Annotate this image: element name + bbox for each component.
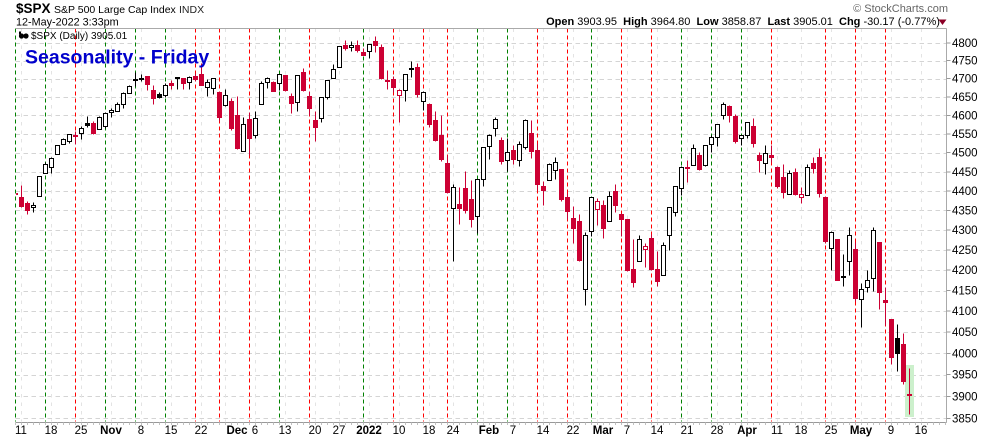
svg-text:12-May-2022 3:33pm: 12-May-2022 3:33pm <box>16 17 119 29</box>
svg-text:4150: 4150 <box>952 286 978 298</box>
svg-text:10: 10 <box>393 425 406 437</box>
svg-text:© StockCharts.com: © StockCharts.com <box>853 3 948 15</box>
svg-text:4200: 4200 <box>952 265 978 277</box>
svg-text:May: May <box>850 425 873 437</box>
svg-text:Feb: Feb <box>479 425 499 437</box>
svg-text:Nov: Nov <box>100 425 122 437</box>
svg-text:14: 14 <box>651 425 664 437</box>
svg-text:4800: 4800 <box>952 38 978 50</box>
svg-text:4750: 4750 <box>952 56 978 68</box>
svg-text:22: 22 <box>195 425 208 437</box>
svg-text:$SPX (Daily) 3905.01: $SPX (Daily) 3905.01 <box>31 31 128 42</box>
svg-text:11: 11 <box>771 425 783 437</box>
svg-text:4550: 4550 <box>952 129 978 141</box>
svg-text:Seasonality - Friday: Seasonality - Friday <box>25 47 209 69</box>
svg-text:14: 14 <box>537 425 550 437</box>
svg-text:3900: 3900 <box>952 391 978 403</box>
svg-text:Apr: Apr <box>737 425 757 437</box>
svg-text:INDX: INDX <box>179 4 204 16</box>
svg-text:7: 7 <box>510 425 516 437</box>
svg-text:9: 9 <box>888 425 894 437</box>
svg-text:4100: 4100 <box>952 306 978 318</box>
svg-text:$SPX: $SPX <box>16 1 51 16</box>
svg-text:11: 11 <box>15 425 27 437</box>
svg-text:18: 18 <box>45 425 58 437</box>
svg-text:4000: 4000 <box>952 348 978 360</box>
svg-text:18: 18 <box>423 425 436 437</box>
svg-text:4650: 4650 <box>952 92 978 104</box>
svg-text:Open 3903.95 High 3964.80 Lo: Open 3903.95 High 3964.80 Low 3858.87 La… <box>546 16 946 28</box>
svg-text:7: 7 <box>624 425 630 437</box>
svg-text:4400: 4400 <box>952 186 978 198</box>
svg-text:4050: 4050 <box>952 327 978 339</box>
svg-text:6: 6 <box>252 425 258 437</box>
svg-text:S&P 500 Large Cap Index: S&P 500 Large Cap Index <box>54 4 177 16</box>
svg-text:16: 16 <box>915 425 928 437</box>
svg-text:4350: 4350 <box>952 206 978 218</box>
svg-text:4700: 4700 <box>952 74 978 86</box>
svg-text:4500: 4500 <box>952 148 978 160</box>
svg-text:4250: 4250 <box>952 245 978 257</box>
svg-text:4300: 4300 <box>952 225 978 237</box>
svg-text:13: 13 <box>279 425 292 437</box>
svg-text:15: 15 <box>165 425 178 437</box>
svg-text:21: 21 <box>681 425 694 437</box>
svg-text:22: 22 <box>567 425 580 437</box>
svg-text:Dec: Dec <box>226 425 248 437</box>
svg-text:4600: 4600 <box>952 110 978 122</box>
svg-text:3950: 3950 <box>952 370 978 382</box>
svg-text:28: 28 <box>711 425 724 437</box>
svg-text:25: 25 <box>75 425 88 437</box>
svg-text:2022: 2022 <box>356 425 382 437</box>
svg-text:3850: 3850 <box>952 413 978 425</box>
svg-text:27: 27 <box>333 425 346 437</box>
svg-text:20: 20 <box>309 425 322 437</box>
svg-text:24: 24 <box>447 425 460 437</box>
svg-text:25: 25 <box>825 425 838 437</box>
svg-text:18: 18 <box>795 425 808 437</box>
svg-text:4450: 4450 <box>952 167 978 179</box>
svg-text:8: 8 <box>138 425 144 437</box>
svg-text:Mar: Mar <box>593 425 614 437</box>
